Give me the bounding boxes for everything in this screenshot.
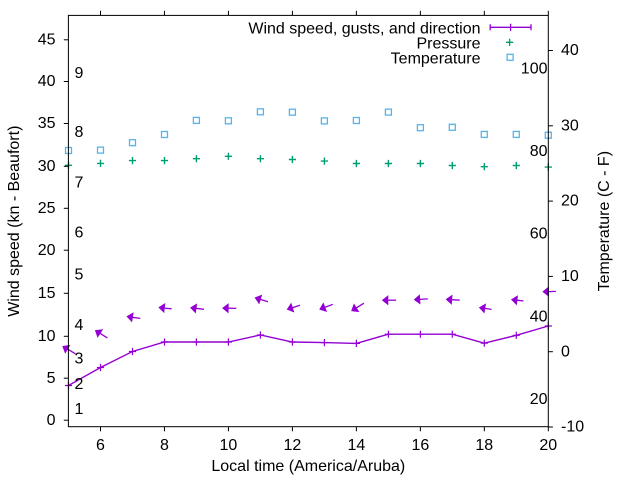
svg-text:7: 7	[75, 174, 84, 191]
svg-text:4: 4	[75, 317, 84, 334]
svg-text:Pressure: Pressure	[416, 35, 480, 52]
svg-text:1: 1	[75, 401, 84, 418]
svg-text:Temperature (C - F): Temperature (C - F)	[596, 151, 613, 291]
svg-text:10: 10	[561, 268, 579, 285]
svg-text:10: 10	[220, 437, 238, 454]
svg-text:3: 3	[75, 351, 84, 368]
svg-text:10: 10	[38, 328, 56, 345]
svg-text:12: 12	[284, 437, 302, 454]
svg-text:0: 0	[561, 343, 570, 360]
svg-text:80: 80	[530, 143, 548, 160]
svg-text:0: 0	[47, 412, 56, 429]
svg-text:45: 45	[38, 31, 56, 48]
svg-text:9: 9	[75, 65, 84, 82]
svg-text:Temperature: Temperature	[391, 50, 481, 67]
svg-text:5: 5	[47, 370, 56, 387]
svg-text:40: 40	[530, 309, 548, 326]
svg-text:20: 20	[530, 391, 548, 408]
svg-text:20: 20	[539, 437, 557, 454]
svg-text:25: 25	[38, 200, 56, 217]
svg-text:16: 16	[412, 437, 430, 454]
svg-text:18: 18	[475, 437, 493, 454]
svg-text:Wind speed, gusts, and directi: Wind speed, gusts, and direction	[248, 20, 480, 37]
svg-text:-10: -10	[561, 419, 584, 436]
svg-text:30: 30	[561, 117, 579, 134]
svg-text:5: 5	[75, 267, 84, 284]
svg-text:6: 6	[96, 437, 105, 454]
svg-text:8: 8	[75, 124, 84, 141]
svg-text:14: 14	[348, 437, 366, 454]
svg-text:100: 100	[521, 61, 548, 78]
svg-text:20: 20	[561, 193, 579, 210]
svg-text:30: 30	[38, 158, 56, 175]
svg-text:8: 8	[160, 437, 169, 454]
svg-text:40: 40	[38, 73, 56, 90]
svg-text:Local time (America/Aruba): Local time (America/Aruba)	[211, 458, 405, 475]
svg-text:6: 6	[75, 225, 84, 242]
svg-text:Wind speed (kn - Beaufort): Wind speed (kn - Beaufort)	[6, 126, 23, 317]
svg-text:60: 60	[530, 226, 548, 243]
svg-text:40: 40	[561, 42, 579, 59]
svg-text:35: 35	[38, 115, 56, 132]
svg-text:2: 2	[75, 376, 84, 393]
svg-text:15: 15	[38, 285, 56, 302]
svg-text:20: 20	[38, 242, 56, 259]
